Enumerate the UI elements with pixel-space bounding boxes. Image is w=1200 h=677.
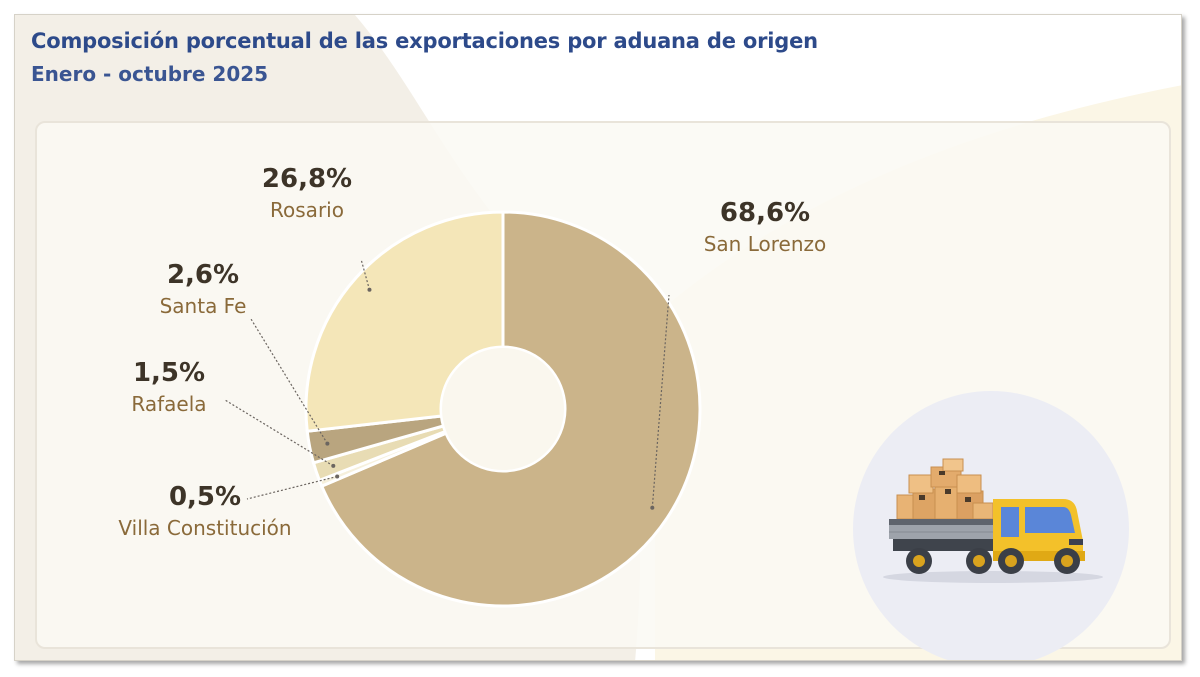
- name-label-rosario: Rosario: [270, 198, 344, 222]
- leader-line-rafaela: [224, 399, 334, 467]
- name-label-san-lorenzo: San Lorenzo: [704, 232, 827, 256]
- name-label-santa-fe: Santa Fe: [160, 294, 247, 318]
- value-label-villa-constitucion: 0,5%: [169, 482, 241, 512]
- leader-dot-rafaela: [331, 463, 336, 468]
- donut-hole: [442, 348, 564, 470]
- chart-subtitle: Enero - octubre 2025: [31, 62, 269, 86]
- leader-dot-rosario: [367, 287, 372, 292]
- chart-title: Composición porcentual de las exportacio…: [31, 29, 818, 53]
- leader-line-rosario: [360, 258, 371, 290]
- slice-san-lorenzo: [319, 210, 702, 608]
- name-label-villa-constitucion: Villa Constitución: [118, 516, 291, 540]
- leader-line-villa-constitucion: [246, 475, 338, 500]
- chart-panel: 68,6% San Lorenzo 0,5% Villa Constitución 1,…: [35, 121, 1171, 660]
- truck-illustration: [853, 391, 1129, 660]
- leader-dot-san-lorenzo: [650, 505, 655, 510]
- leader-line-san-lorenzo: [651, 294, 670, 508]
- leader-line-santa-fe: [250, 318, 328, 444]
- slice-rosario: [304, 210, 505, 433]
- value-label-santa-fe: 2,6%: [167, 260, 239, 290]
- name-label-rafaela: Rafaela: [131, 392, 206, 416]
- leader-dot-villa-constitucion: [335, 474, 340, 479]
- value-label-san-lorenzo: 68,6%: [720, 198, 810, 228]
- truck-with-boxes-icon: [853, 391, 1129, 660]
- report-frame: Composición porcentual de las exportacio…: [14, 14, 1182, 661]
- value-label-rafaela: 1,5%: [133, 358, 205, 388]
- value-label-rosario: 26,8%: [262, 164, 352, 194]
- donut-chart: 68,6% San Lorenzo 0,5% Villa Constitución 1,…: [118, 164, 827, 608]
- leader-dot-santa-fe: [325, 441, 330, 446]
